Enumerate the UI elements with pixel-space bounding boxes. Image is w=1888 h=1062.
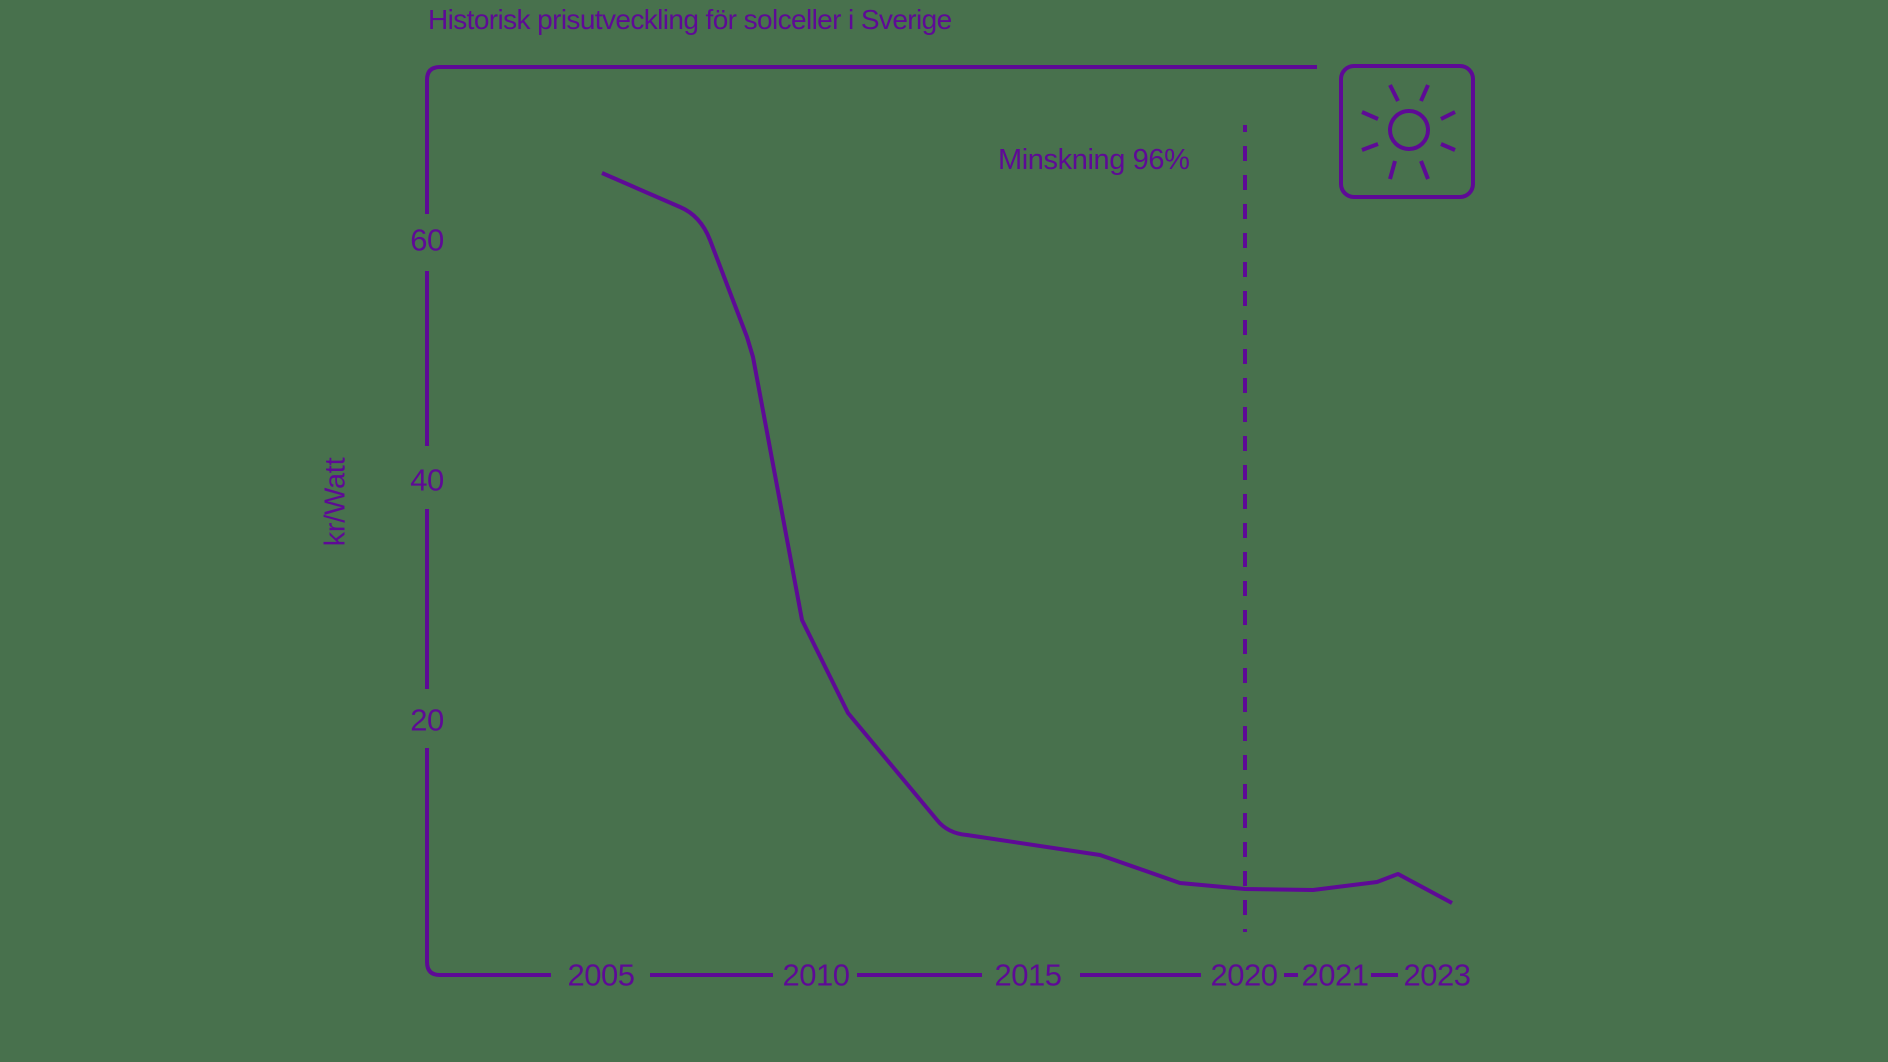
x-tick-label: 2015: [994, 957, 1062, 993]
y-tick-label: 20: [410, 702, 444, 738]
y-tick-label: 40: [410, 462, 444, 498]
x-tick-label: 2023: [1403, 957, 1471, 993]
y-tick-label: 60: [410, 222, 444, 258]
reduction-annotation: Minskning 96%: [998, 144, 1190, 176]
y-axis-segment: [425, 748, 551, 977]
chart-title: Historisk prisutveckling för solceller i…: [428, 4, 952, 35]
y-axis-label: kr/Watt: [319, 457, 352, 547]
x-tick-label: 2005: [567, 957, 635, 993]
x-tick-label: 2021: [1301, 957, 1369, 993]
sun-icon: [1339, 64, 1475, 199]
price-line: [601, 171, 1453, 905]
x-tick-label: 2010: [782, 957, 850, 993]
frame-top-line: [425, 65, 1317, 214]
x-tick-label: 2020: [1210, 957, 1278, 993]
